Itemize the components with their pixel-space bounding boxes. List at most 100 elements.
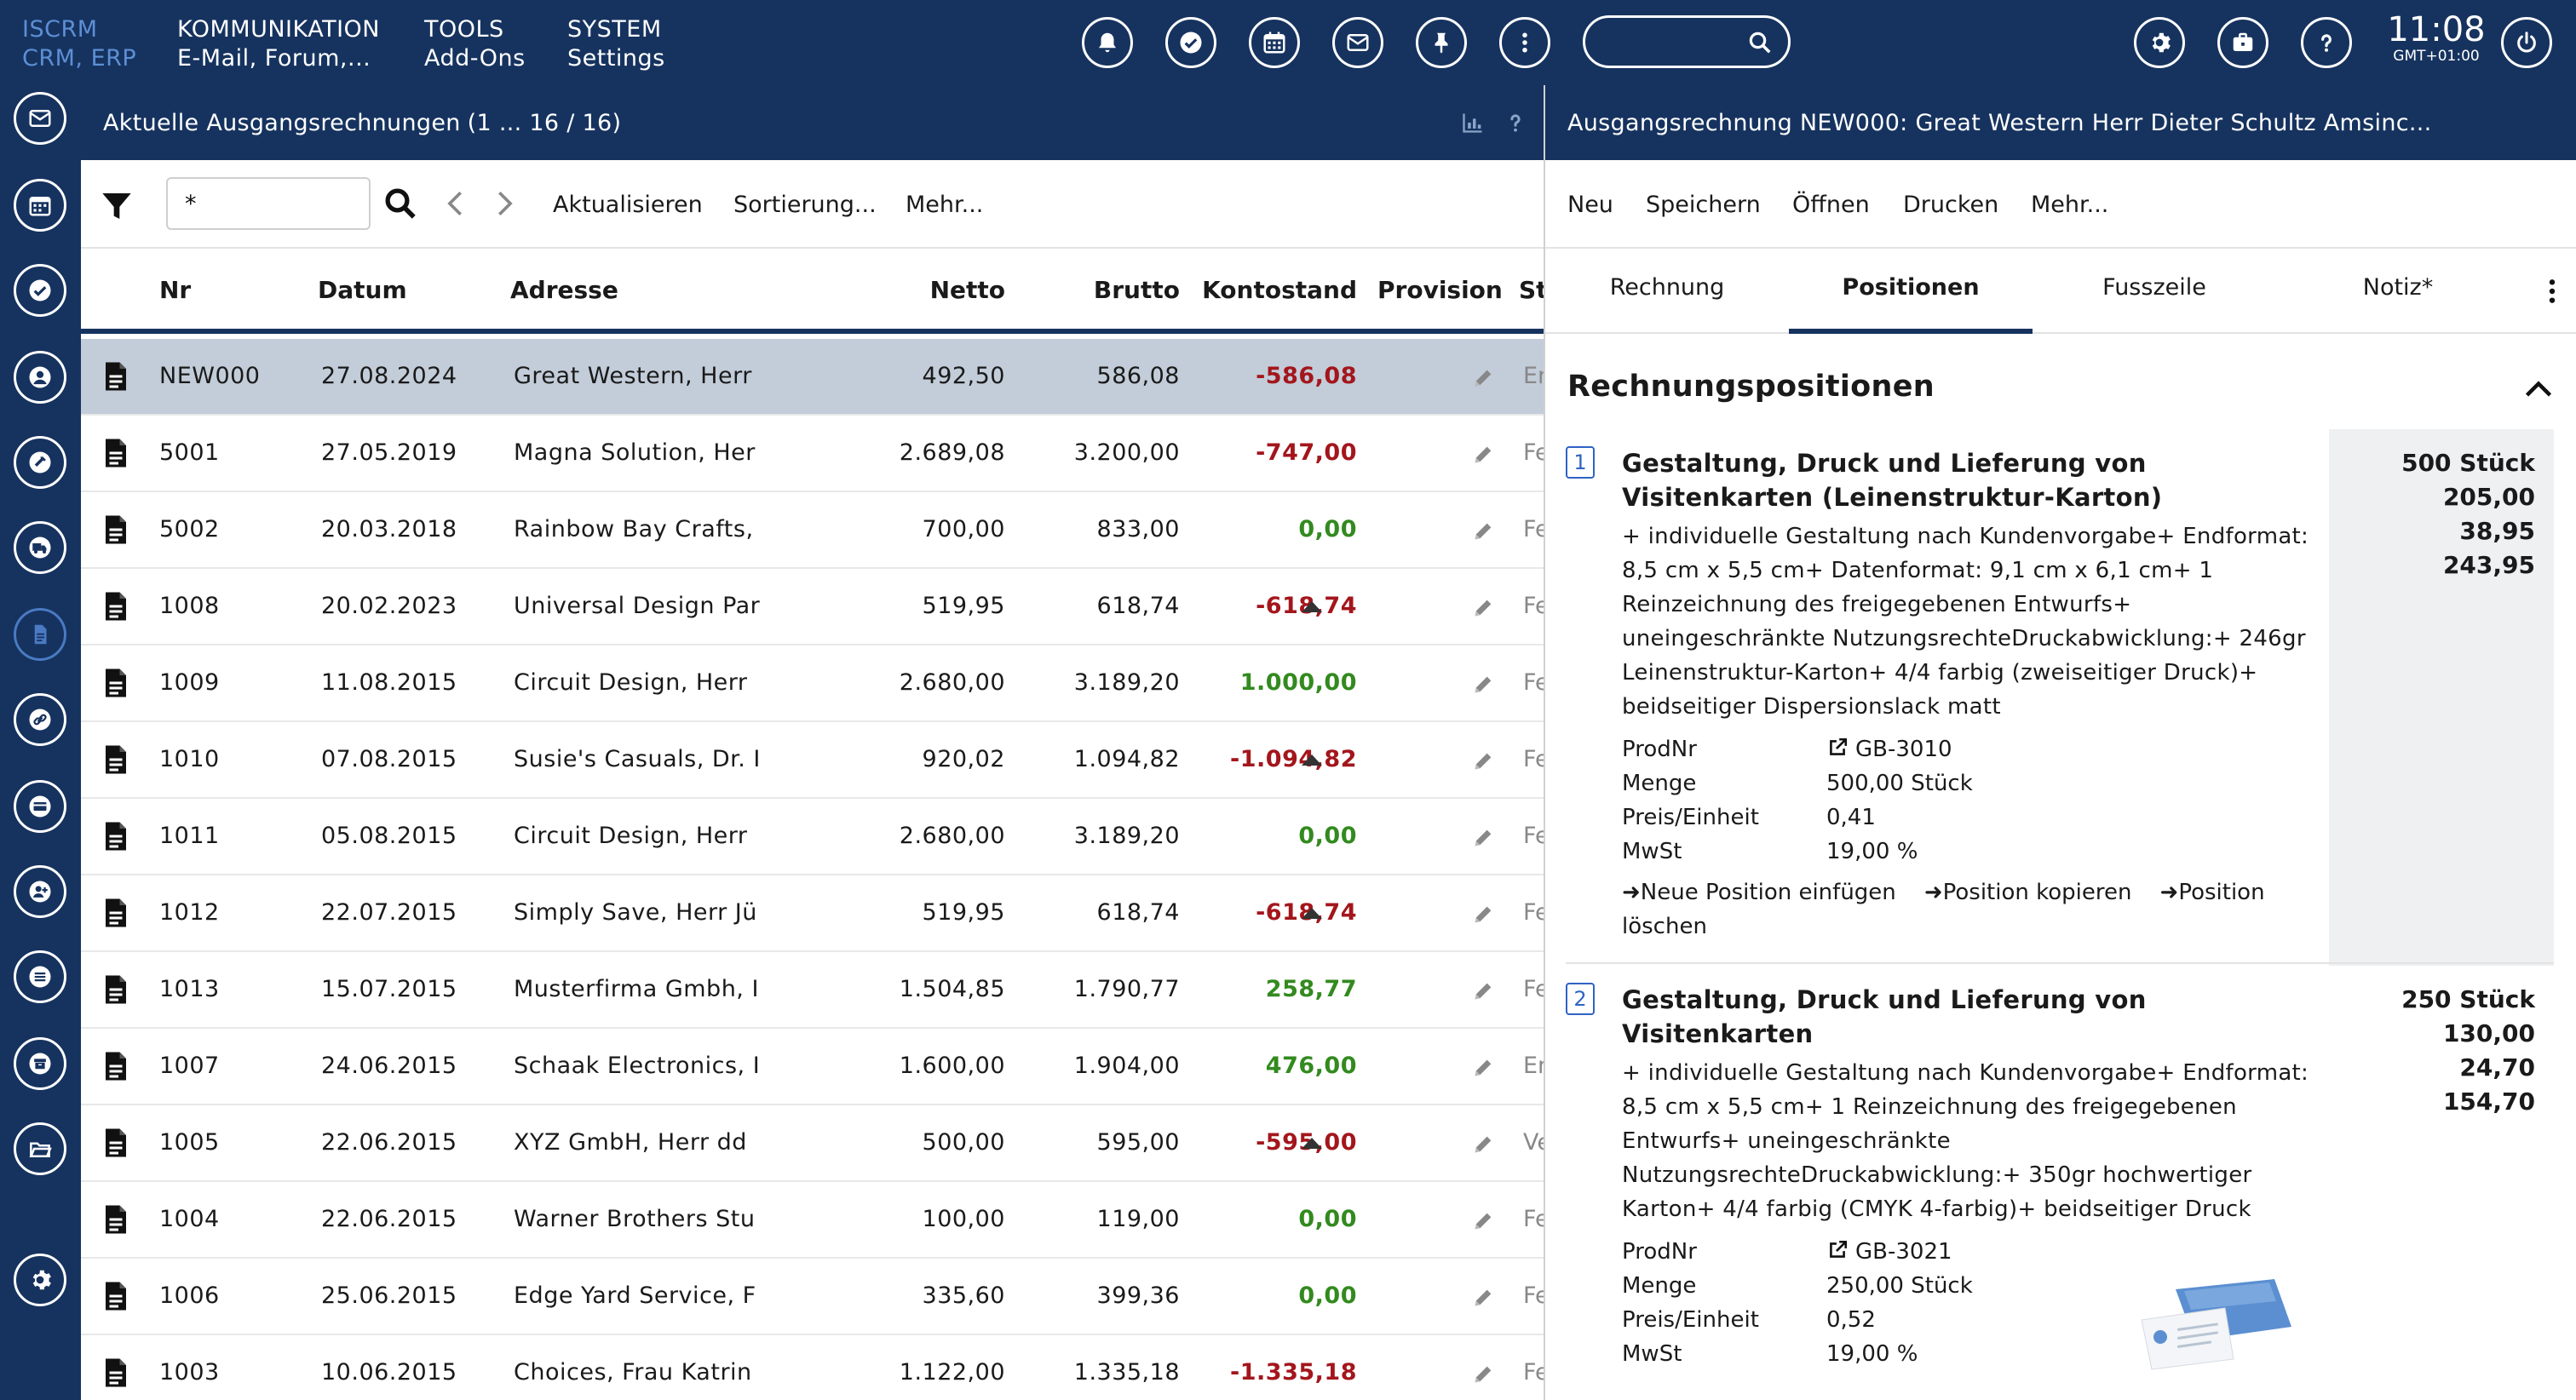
column-header-provision[interactable]: Provision — [1377, 276, 1503, 304]
column-header-adresse[interactable]: Adresse — [510, 276, 618, 304]
filter-icon[interactable] — [100, 189, 134, 223]
pin-button[interactable] — [1416, 17, 1467, 68]
pencil-icon[interactable] — [1471, 749, 1495, 773]
panel-divider[interactable] — [1544, 85, 1545, 1400]
sidebar-item-payments[interactable] — [14, 780, 66, 833]
more-vertical-icon[interactable] — [2547, 278, 2557, 305]
sidebar-item-tools[interactable] — [14, 436, 66, 489]
sidebar-item-links[interactable] — [14, 693, 66, 746]
mail-button[interactable] — [1332, 17, 1383, 68]
menu-system[interactable]: SYSTEM Settings — [567, 15, 665, 73]
chevron-left-icon[interactable] — [443, 189, 469, 218]
column-header-nr[interactable]: Nr — [159, 276, 192, 304]
triangle-up-icon[interactable] — [1302, 908, 1322, 919]
table-row[interactable]: 1007 24.06.2015 Schaak Electronics, I 1.600… — [81, 1029, 1547, 1105]
position-number[interactable]: 2 — [1566, 983, 1595, 1015]
pencil-icon[interactable] — [1471, 1363, 1495, 1386]
position-number[interactable]: 1 — [1566, 446, 1595, 479]
logout-button[interactable] — [2501, 17, 2552, 68]
new-button[interactable]: Neu — [1567, 192, 1613, 218]
copy-position-link[interactable]: ➜Position kopieren — [1923, 880, 2132, 905]
table-row[interactable]: 1013 15.07.2015 Musterfirma Gmbh, I 1.504,8… — [81, 952, 1549, 1029]
table-row[interactable]: 1008 20.02.2023 Universal Design Par 519,95… — [81, 569, 1549, 645]
print-button[interactable]: Drucken — [1903, 192, 1999, 218]
more-button[interactable]: Mehr... — [906, 192, 984, 218]
table-row[interactable]: NEW000 27.08.2024 Great Western, Herr 492,5… — [81, 339, 1547, 416]
insert-position-link[interactable]: ➜Neue Position einfügen — [1622, 880, 1896, 905]
global-search-input[interactable] — [1604, 28, 1740, 55]
search-icon[interactable] — [1747, 30, 1773, 55]
table-row[interactable]: 1006 25.06.2015 Edge Yard Service, F 335,60… — [81, 1259, 1549, 1335]
prodnr-link[interactable]: GB-3010 — [1826, 732, 1952, 766]
chevron-right-icon[interactable] — [492, 189, 517, 218]
more-button[interactable] — [1499, 17, 1550, 68]
search-icon[interactable] — [382, 186, 418, 221]
column-header-datum[interactable]: Datum — [318, 276, 407, 304]
settings-button[interactable] — [2134, 17, 2185, 68]
table-row[interactable]: 1009 11.08.2015 Circuit Design, Herr 2.680,… — [81, 645, 1549, 722]
tab-notiz[interactable]: Notiz* — [2362, 274, 2434, 301]
menu-kommunikation[interactable]: KOMMUNIKATION E-Mail, Forum,... — [177, 15, 380, 73]
delete-position-link[interactable]: ➜Position löschen — [1622, 880, 2265, 939]
pencil-icon[interactable] — [1471, 443, 1495, 467]
column-header-kontostand[interactable]: Kontostand — [1202, 276, 1357, 304]
pencil-icon[interactable] — [1471, 1286, 1495, 1310]
pencil-icon[interactable] — [1471, 1133, 1495, 1156]
pencil-icon[interactable] — [1471, 1209, 1495, 1233]
pencil-icon[interactable] — [1471, 1056, 1495, 1080]
pencil-icon[interactable] — [1471, 673, 1495, 697]
table-row[interactable]: 5001 27.05.2019 Magna Solution, Her 2.689,0… — [81, 416, 1549, 492]
sidebar-item-invoices[interactable] — [14, 608, 66, 661]
pencil-icon[interactable] — [1471, 903, 1495, 927]
brand-logo[interactable]: ISCRM CRM, ERP — [22, 15, 136, 73]
sidebar-item-settings[interactable] — [14, 1254, 66, 1306]
sidebar-item-calendar[interactable] — [14, 179, 66, 232]
triangle-up-icon[interactable] — [1302, 755, 1322, 766]
pencil-icon[interactable] — [1471, 979, 1495, 1003]
sidebar-item-archive[interactable] — [14, 1037, 66, 1090]
calendar-button[interactable] — [1249, 17, 1300, 68]
cell-brutto: 3.189,20 — [1073, 669, 1180, 696]
sidebar-item-mail[interactable] — [14, 92, 66, 145]
table-row[interactable]: 1003 10.06.2015 Choices, Frau Katrin 1.122,… — [81, 1335, 1549, 1400]
pencil-icon[interactable] — [1471, 519, 1495, 543]
sort-button[interactable]: Sortierung... — [733, 192, 877, 218]
more-button[interactable]: Mehr... — [2031, 192, 2109, 218]
sidebar-item-tasks[interactable] — [14, 264, 66, 317]
pencil-icon[interactable] — [1471, 826, 1495, 850]
pencil-icon[interactable] — [1471, 366, 1495, 390]
sidebar-item-delivery[interactable] — [14, 521, 66, 574]
triangle-up-icon[interactable] — [1302, 601, 1322, 612]
sidebar-item-contacts[interactable] — [14, 351, 66, 404]
column-header-status[interactable]: St — [1519, 276, 1544, 304]
table-row[interactable]: 5002 20.03.2018 Rainbow Bay Crafts, 700,00 8… — [81, 492, 1549, 569]
prodnr-link[interactable]: GB-3021 — [1826, 1235, 1952, 1269]
triangle-up-icon[interactable] — [1302, 1138, 1322, 1149]
chart-icon[interactable] — [1461, 111, 1485, 135]
tab-rechnung[interactable]: Rechnung — [1609, 274, 1725, 301]
table-row[interactable]: 1005 22.06.2015 XYZ GmbH, Herr dd 500,00 595… — [81, 1105, 1549, 1182]
chevron-up-icon[interactable] — [2523, 375, 2554, 400]
table-row[interactable]: 1011 05.08.2015 Circuit Design, Herr 2.680,… — [81, 799, 1549, 875]
filter-input[interactable] — [166, 177, 371, 230]
refresh-button[interactable]: Aktualisieren — [553, 192, 703, 218]
sidebar-item-add-user[interactable] — [14, 865, 66, 918]
table-row[interactable]: 1004 22.06.2015 Warner Brothers Stu 100,00 1… — [81, 1182, 1549, 1259]
table-row[interactable]: 1012 22.07.2015 Simply Save, Herr Jü 519,95… — [81, 875, 1549, 952]
tab-positionen[interactable]: Positionen — [1789, 249, 2033, 334]
open-button[interactable]: Öffnen — [1792, 192, 1870, 218]
save-button[interactable]: Speichern — [1646, 192, 1761, 218]
menu-tools[interactable]: TOOLS Add-Ons — [424, 15, 526, 73]
pencil-icon[interactable] — [1471, 596, 1495, 620]
tasks-button[interactable] — [1165, 17, 1216, 68]
sidebar-item-folder[interactable] — [14, 1122, 66, 1175]
column-header-netto[interactable]: Netto — [929, 276, 1005, 304]
help-icon[interactable] — [1504, 111, 1527, 135]
notifications-button[interactable] — [1082, 17, 1133, 68]
table-row[interactable]: 1010 07.08.2015 Susie's Casuals, Dr. I 920,… — [81, 722, 1549, 799]
sidebar-item-list[interactable] — [14, 950, 66, 1003]
column-header-brutto[interactable]: Brutto — [1093, 276, 1180, 304]
workspace-button[interactable] — [2217, 17, 2268, 68]
tab-fusszeile[interactable]: Fusszeile — [2102, 274, 2206, 301]
help-button[interactable] — [2301, 17, 2352, 68]
